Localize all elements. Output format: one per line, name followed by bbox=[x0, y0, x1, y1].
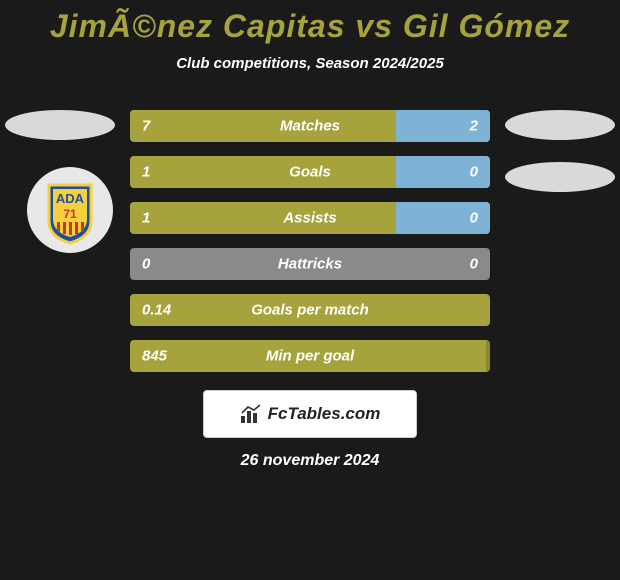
brand-badge[interactable]: FcTables.com bbox=[203, 390, 417, 438]
stat-label: Goals per match bbox=[130, 302, 490, 319]
stat-bars: 72Matches 10Goals 10Assists 00Hattricks 0.14… bbox=[130, 110, 490, 372]
brand-text: FcTables.com bbox=[268, 404, 381, 424]
stat-label: Goals bbox=[130, 164, 490, 181]
stat-bar: 10Goals bbox=[130, 156, 490, 188]
subtitle: Club competitions, Season 2024/2025 bbox=[0, 55, 620, 72]
stat-bar: 72Matches bbox=[130, 110, 490, 142]
stat-bar: 0.14Goals per match bbox=[130, 294, 490, 326]
club-badge-icon: ADA 71 bbox=[27, 167, 113, 253]
stat-label: Matches bbox=[130, 118, 490, 135]
stat-bar: 00Hattricks bbox=[130, 248, 490, 280]
stat-bar: 10Assists bbox=[130, 202, 490, 234]
comparison-title: JimÃ©nez Capitas vs Gil Gómez bbox=[0, 0, 620, 45]
player-left-placeholder bbox=[5, 110, 115, 140]
svg-text:71: 71 bbox=[63, 207, 77, 221]
brand-chart-icon bbox=[240, 404, 262, 424]
player-right-placeholder-1 bbox=[505, 110, 615, 140]
stat-bar: 845Min per goal bbox=[130, 340, 490, 372]
comparison-content: ADA 71 72Matches 10Goals 10Assists 00Hattri… bbox=[0, 110, 620, 372]
stat-label: Hattricks bbox=[130, 256, 490, 273]
date-text: 26 november 2024 bbox=[0, 452, 620, 470]
player-right-placeholder-2 bbox=[505, 162, 615, 192]
stat-label: Assists bbox=[130, 210, 490, 227]
stat-label: Min per goal bbox=[130, 348, 490, 365]
svg-text:ADA: ADA bbox=[56, 191, 85, 206]
